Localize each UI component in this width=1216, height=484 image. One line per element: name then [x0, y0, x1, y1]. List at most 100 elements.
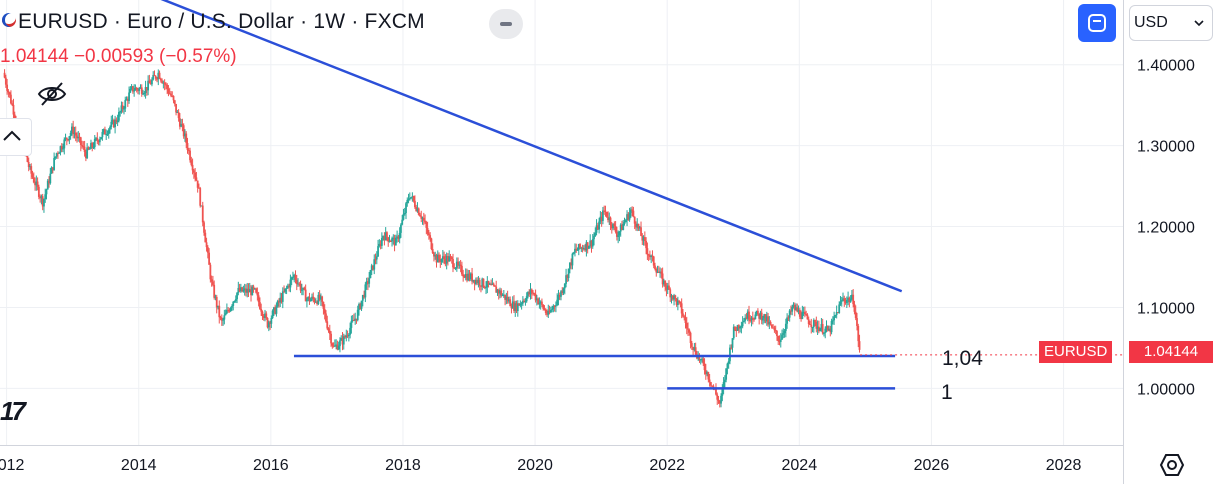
candle-body [222, 319, 224, 321]
drawing-lines [160, 0, 1123, 390]
candle-body [574, 248, 576, 253]
chevron-up-icon [3, 130, 21, 141]
candle-body [586, 242, 589, 249]
candle-body [39, 196, 42, 199]
candle-body [744, 317, 747, 321]
candle-body [285, 287, 288, 289]
currency-select[interactable]: USD [1129, 5, 1213, 41]
candle-body [830, 320, 833, 333]
candle-body [687, 328, 689, 330]
toggle-legend-button[interactable] [0, 118, 32, 156]
x-tick-label: 2018 [385, 457, 421, 474]
time-axis[interactable]: 2012 2014 2016 2018 2020 2022 2024 2026 2028 [0, 457, 1081, 474]
candle-body [401, 219, 404, 225]
candle-body [496, 289, 499, 293]
collapse-button[interactable] [489, 9, 523, 39]
candle-body [568, 262, 571, 269]
candle-body [433, 253, 435, 257]
candle-body [31, 173, 34, 178]
candle-body [675, 298, 678, 305]
y-tick-label: 1.30000 [1137, 139, 1195, 156]
candle-body [781, 334, 783, 340]
candle-body [796, 307, 799, 312]
candle-body [412, 196, 415, 201]
candle-body [175, 103, 177, 113]
candle-body [641, 235, 644, 241]
tradingview-logo[interactable]: 17 [0, 396, 26, 426]
price-axis[interactable]: 1.00000 1.10000 1.20000 1.30000 1.40000 [1137, 58, 1195, 399]
candle-body [575, 248, 578, 251]
candle-body [267, 322, 270, 328]
candle-body [366, 281, 369, 284]
candle-body [842, 298, 844, 301]
candle-body [410, 197, 412, 199]
candle-body [77, 136, 80, 139]
candle-body [345, 335, 348, 338]
candle-body [271, 310, 274, 319]
candle-body [60, 146, 63, 150]
candle-body [378, 243, 381, 247]
candle-body [123, 108, 125, 110]
screenshot-button[interactable] [1078, 4, 1116, 42]
candle-body [506, 296, 509, 302]
symbol-title[interactable]: EURUSD · Euro / U.S. Dollar · 1W · FXCM [2, 10, 425, 34]
candle-body [812, 319, 815, 327]
candle-body [369, 270, 372, 279]
candle-body [619, 224, 622, 232]
candle-body [181, 123, 184, 126]
candle-body [339, 340, 341, 347]
candle-body [91, 143, 94, 148]
candle-body [851, 294, 853, 300]
candle-body [124, 100, 127, 109]
x-tick-label: 2026 [914, 457, 950, 474]
candle-body [107, 129, 110, 134]
candle-body [538, 303, 541, 305]
candle-body [642, 237, 645, 241]
candle-body [295, 279, 298, 285]
candle-body [231, 305, 233, 308]
candle-body [304, 289, 307, 302]
candle-body [450, 257, 453, 260]
candle-body [555, 305, 557, 307]
candle-body [214, 296, 217, 298]
candle-body [195, 177, 198, 181]
candle-body [233, 300, 236, 302]
candle-body [689, 332, 692, 344]
eye-off-icon[interactable] [36, 80, 68, 108]
candle-body [640, 227, 642, 236]
candle-body [323, 308, 326, 314]
candle-body [556, 299, 559, 306]
candle-body [406, 200, 409, 204]
settings-hexagon-icon[interactable] [1159, 452, 1185, 478]
candle-body [336, 344, 339, 350]
candle-body [582, 248, 585, 250]
candle-body [425, 222, 428, 228]
candle-body [297, 283, 299, 285]
candle-body [204, 232, 207, 243]
candle-body [128, 92, 130, 101]
candle-body [491, 283, 494, 285]
x-tick-label: 2028 [1046, 457, 1082, 474]
x-tick-label: 2016 [253, 457, 289, 474]
candle-body [138, 88, 141, 91]
candle-body [768, 321, 771, 325]
candle-body [330, 333, 332, 344]
candle-body [307, 296, 310, 300]
candle-body [384, 232, 387, 241]
candle-body [180, 123, 183, 127]
candle-body [119, 111, 122, 113]
candle-body [251, 286, 254, 296]
candle-body [825, 326, 828, 329]
candle-body [426, 227, 429, 234]
candle-body [382, 235, 385, 239]
candle-body [83, 146, 86, 152]
candle-body [165, 84, 167, 86]
candle-body [579, 244, 581, 248]
candle-body [716, 394, 719, 400]
candle-body [46, 180, 49, 190]
candle-body [838, 304, 841, 314]
candle-body [792, 304, 795, 307]
candle-body [844, 301, 847, 303]
candle-body [783, 330, 786, 334]
